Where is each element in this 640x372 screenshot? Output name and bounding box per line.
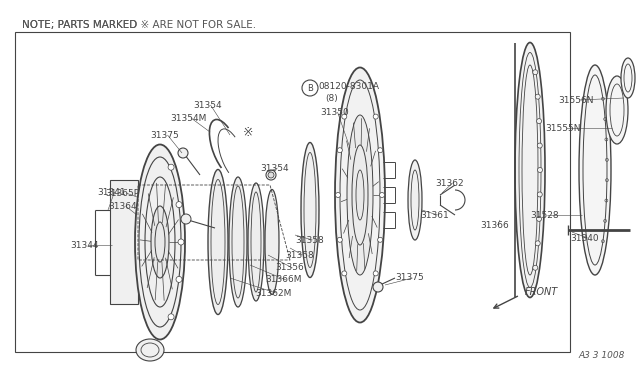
Circle shape (535, 94, 540, 99)
Circle shape (337, 237, 342, 242)
Text: 31350: 31350 (320, 108, 349, 116)
Circle shape (378, 237, 383, 242)
Circle shape (168, 164, 174, 170)
Circle shape (537, 192, 542, 197)
Circle shape (532, 70, 538, 75)
Text: (8): (8) (325, 93, 338, 103)
Ellipse shape (248, 183, 264, 301)
Ellipse shape (515, 42, 545, 298)
Text: 31366: 31366 (480, 221, 509, 230)
Text: A3 3 1008: A3 3 1008 (579, 351, 625, 360)
Bar (110, 180, 138, 304)
Text: 31340: 31340 (570, 234, 598, 243)
Text: 31341: 31341 (97, 187, 125, 196)
Ellipse shape (265, 189, 279, 295)
Ellipse shape (522, 65, 538, 275)
Circle shape (335, 192, 340, 198)
Text: 31354: 31354 (193, 100, 221, 109)
Circle shape (532, 265, 538, 270)
Text: NOTE; PARTS MARKED: NOTE; PARTS MARKED (22, 20, 137, 30)
Circle shape (178, 148, 188, 158)
Text: 31364: 31364 (108, 202, 136, 211)
Text: NOTE; PARTS MARKED ※ ARE NOT FOR SALE.: NOTE; PARTS MARKED ※ ARE NOT FOR SALE. (22, 20, 256, 30)
Text: FRONT: FRONT (525, 287, 558, 297)
Text: 31556N: 31556N (558, 96, 593, 105)
Text: 31361: 31361 (420, 211, 449, 219)
Circle shape (373, 282, 383, 292)
Ellipse shape (408, 160, 422, 240)
Ellipse shape (229, 177, 247, 307)
Text: 31354M: 31354M (170, 113, 206, 122)
Ellipse shape (136, 339, 164, 361)
Text: 31528: 31528 (530, 211, 559, 219)
Ellipse shape (347, 115, 373, 275)
Text: 31344: 31344 (70, 241, 99, 250)
Text: 08120-8301A: 08120-8301A (318, 81, 379, 90)
Circle shape (176, 276, 182, 282)
Text: 31358: 31358 (285, 250, 314, 260)
Text: 31362M: 31362M (255, 289, 291, 298)
Text: 31354: 31354 (260, 164, 289, 173)
Circle shape (181, 214, 191, 224)
Text: 31358: 31358 (295, 235, 324, 244)
Ellipse shape (135, 144, 185, 340)
Circle shape (337, 148, 342, 153)
Circle shape (536, 119, 541, 124)
Bar (15, 32, 570, 352)
Circle shape (538, 167, 543, 173)
Ellipse shape (335, 67, 385, 323)
Ellipse shape (579, 65, 611, 275)
Circle shape (178, 239, 184, 245)
Ellipse shape (301, 142, 319, 278)
Ellipse shape (151, 206, 169, 278)
Text: 31366M: 31366M (265, 276, 301, 285)
Text: B: B (307, 83, 313, 93)
Circle shape (373, 271, 378, 276)
Circle shape (373, 114, 378, 119)
Text: ※: ※ (243, 125, 253, 138)
Circle shape (176, 202, 182, 208)
Text: 31555N: 31555N (545, 124, 580, 132)
Circle shape (168, 314, 174, 320)
Text: 31356: 31356 (275, 263, 304, 273)
Ellipse shape (208, 170, 228, 314)
Ellipse shape (155, 222, 165, 262)
Ellipse shape (606, 76, 628, 144)
Circle shape (268, 172, 274, 178)
Circle shape (342, 114, 347, 119)
Circle shape (342, 271, 347, 276)
Circle shape (378, 148, 383, 153)
Text: 31375: 31375 (395, 273, 424, 282)
Circle shape (537, 143, 542, 148)
Circle shape (536, 217, 541, 221)
Text: 31362: 31362 (435, 179, 463, 187)
Ellipse shape (356, 170, 364, 220)
Circle shape (380, 192, 385, 198)
Text: 31365P: 31365P (105, 189, 139, 198)
Circle shape (535, 241, 540, 246)
Ellipse shape (621, 58, 635, 98)
Text: 31375: 31375 (150, 131, 179, 140)
